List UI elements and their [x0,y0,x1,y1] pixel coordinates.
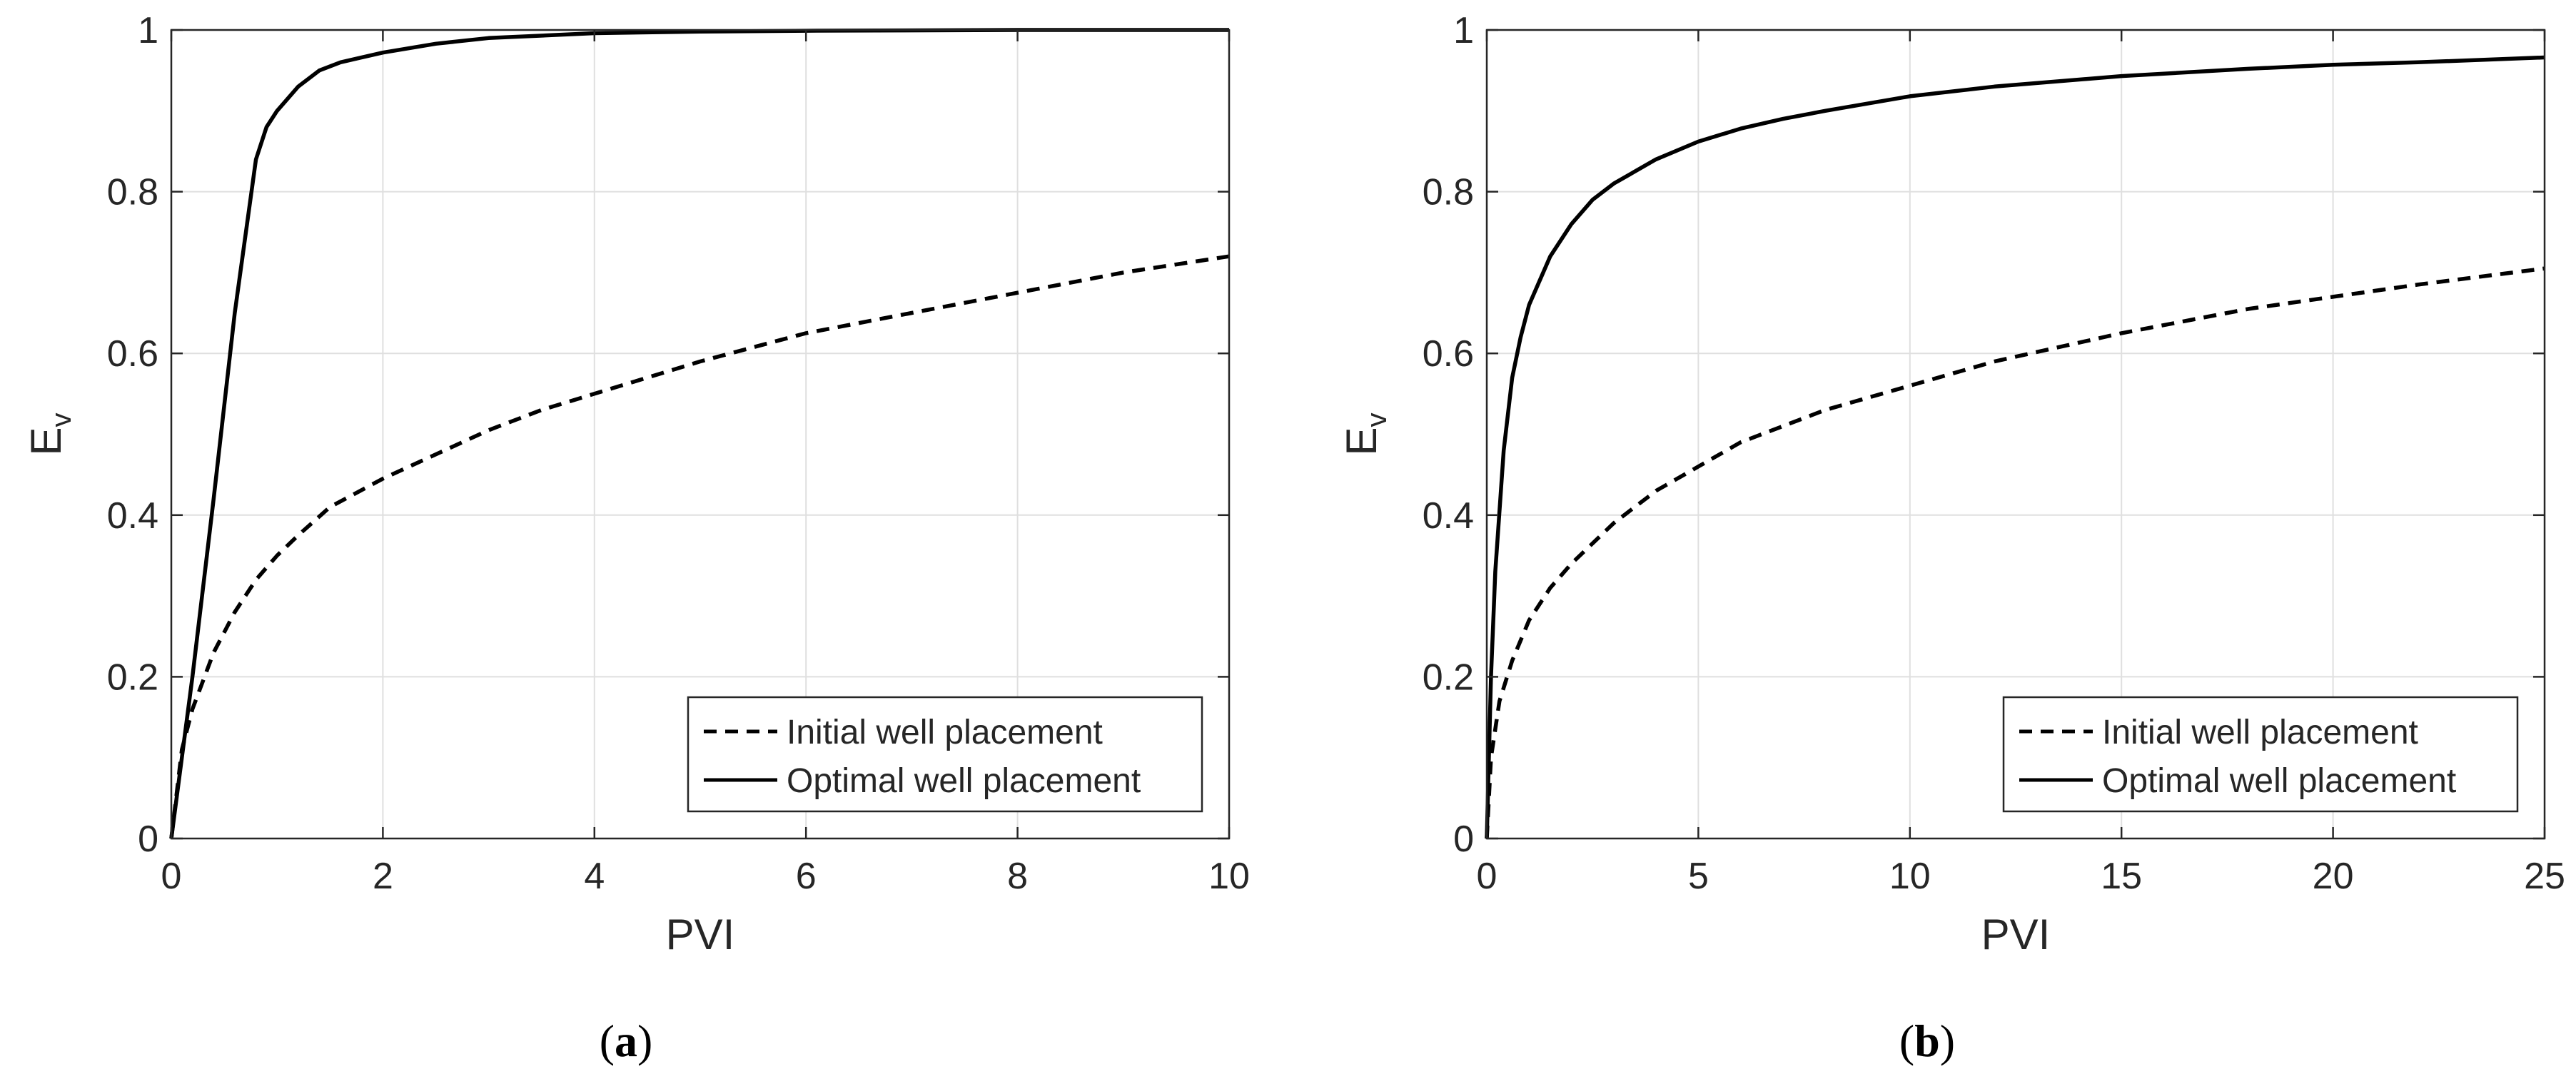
series-line-optimal-a [169,28,1229,839]
panel-caption-letter-a: a [615,1015,637,1066]
x-tick-label-a-2: 4 [584,856,605,897]
y-tick-label-b-3: 0.6 [1423,333,1474,375]
y-axis-label-main-b: E [1338,427,1385,455]
panel-caption-b: (b) [1899,1015,1955,1066]
legend-label-initial-b: Initial well placement [2102,714,2418,751]
tick-marks-a [170,29,1231,840]
x-tick-label-b-2: 10 [1889,856,1931,897]
y-tick-label-a-3: 0.6 [107,333,158,375]
series-line-initial-b [1485,266,2545,839]
y-tick-label-a-2: 0.4 [107,495,158,537]
x-tick-label-a-3: 6 [796,856,817,897]
y-tick-label-b-4: 0.8 [1423,172,1474,213]
x-tick-label-a-1: 2 [373,856,393,897]
y-tick-label-b-1: 0.2 [1423,657,1474,698]
y-axis-label-b: Ev [1338,412,1393,455]
x-tick-label-b-1: 5 [1688,856,1709,897]
x-tick-label-a-4: 8 [1007,856,1028,897]
y-axis-label-subscript-a: v [46,412,77,427]
legend-a: Initial well placement Optimal well plac… [687,696,1203,813]
legend-label-initial-a: Initial well placement [787,714,1103,751]
chart-panel-b: 0 5 10 15 20 25 0 0.2 0.4 0.6 0.8 1 PVI Ev Initial… [1338,10,2565,958]
series-line-initial-a [169,254,1230,839]
x-axis-label-b: PVI [1981,911,2051,958]
y-tick-labels-b: 0 0.2 0.4 0.6 0.8 1 [1423,10,1474,860]
series-layer-a [169,28,1230,839]
x-tick-label-b-3: 15 [2101,856,2142,897]
y-tick-label-a-4: 0.8 [107,172,158,213]
grid-lines-b [1487,30,2545,839]
legend-b: Initial well placement Optimal well plac… [2002,696,2519,813]
panel-caption-a: (a) [600,1015,653,1066]
legend-label-optimal-b: Optimal well placement [2102,762,2456,800]
series-layer-b [1485,55,2545,839]
x-tick-label-a-5: 10 [1208,856,1250,897]
y-tick-label-b-0: 0 [1453,819,1474,860]
y-tick-label-a-0: 0 [138,819,158,860]
y-tick-label-a-5: 1 [138,10,158,51]
x-tick-labels-b: 0 5 10 15 20 25 [1477,856,2565,897]
y-tick-label-a-1: 0.2 [107,657,158,698]
legend-box-b [2002,696,2519,813]
legend-box-a [687,696,1203,813]
chart-panel-a: 0 2 4 6 8 10 0 0.2 0.4 0.6 0.8 1 PVI Ev Initial we… [22,10,1250,958]
plot-frame-a [170,29,1231,840]
series-line-optimal-b [1485,55,2545,839]
y-axis-label-a: Ev [22,412,77,455]
grid-lines-a [171,30,1229,839]
x-axis-label-a: PVI [666,911,735,958]
y-tick-labels-a: 0 0.2 0.4 0.6 0.8 1 [107,10,158,860]
y-tick-label-b-5: 1 [1453,10,1474,51]
y-axis-label-subscript-b: v [1361,412,1393,427]
y-tick-label-b-2: 0.4 [1423,495,1474,537]
x-tick-label-b-4: 20 [2313,856,2354,897]
x-tick-label-a-0: 0 [161,856,182,897]
captions: (a) (b) [600,1015,1955,1066]
x-tick-labels-a: 0 2 4 6 8 10 [161,856,1250,897]
y-axis-label-main-a: E [22,427,70,455]
x-tick-label-b-5: 25 [2524,856,2565,897]
x-tick-label-b-0: 0 [1477,856,1497,897]
plot-frame-b [1485,29,2546,840]
legend-label-optimal-a: Optimal well placement [787,762,1141,800]
panel-caption-letter-b: b [1914,1015,1940,1066]
tick-marks-b [1485,29,2546,840]
